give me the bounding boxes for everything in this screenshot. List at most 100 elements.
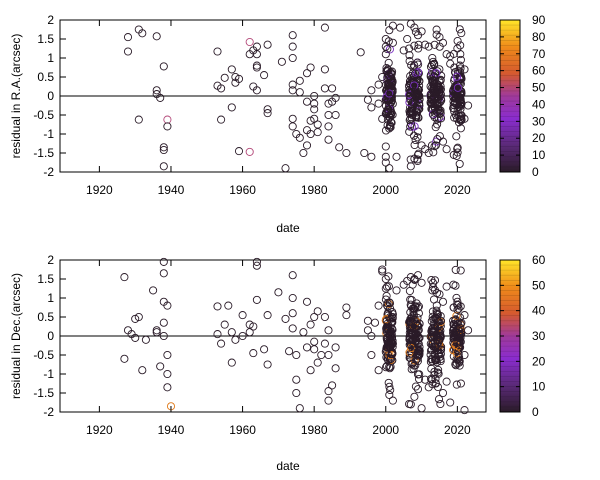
data-point [452,94,461,104]
data-point [456,319,465,328]
data-point [432,30,441,39]
data-point [220,73,229,82]
data-point [263,109,272,118]
data-point [450,82,459,91]
data-point [384,272,393,281]
ra-colorbar [500,20,520,172]
data-point [409,364,418,373]
dec-points [120,257,473,415]
data-point [460,114,469,123]
data-point [313,120,322,129]
data-point [455,25,464,34]
data-point [436,114,446,123]
colorbar-tick-label: 30 [532,114,546,128]
data-point [452,72,461,81]
ra-y-ticks: -2 -1.5 -1 -0.5 0 0.5 1 1.5 2 [33,13,486,179]
data-point [306,63,315,72]
data-point [163,383,172,392]
data-point [410,23,419,32]
data-point [227,103,236,112]
colorbar-tick-label: 0 [532,405,539,419]
data-point [453,297,462,306]
data-point [159,331,168,341]
data-point [446,398,455,407]
data-point [285,347,294,356]
data-point [320,23,329,32]
y-tick-label: 1 [47,291,54,305]
data-point [252,50,261,59]
data-point [388,21,397,30]
y-tick-label: 0 [47,329,54,343]
data-point [392,286,401,295]
data-point [460,65,469,74]
x-tick-label: 1940 [158,183,185,197]
data-point [449,150,458,159]
data-point [123,47,133,56]
data-point [408,359,417,368]
x-tick-label: 1920 [86,423,113,437]
data-point [432,301,441,310]
colorbar-tick-label: 50 [532,81,546,95]
data-point [385,364,394,373]
data-point [331,364,340,373]
data-point [407,349,416,358]
data-point [385,121,395,130]
data-point [430,276,440,285]
data-point [386,98,395,107]
data-point [163,369,172,379]
data-point [342,311,351,320]
data-point [430,40,439,49]
data-point [431,95,440,104]
data-point [450,68,460,77]
data-point [263,105,272,114]
data-point [249,349,258,358]
data-point [410,87,419,97]
data-point [324,387,333,396]
data-point [302,297,312,306]
x-tick-label: 2000 [372,423,399,437]
data-point [454,103,463,112]
data-point [331,343,340,352]
data-point [411,68,421,78]
data-point [123,33,133,42]
data-point [382,66,391,75]
data-point [413,385,423,394]
data-point [411,382,420,391]
data-point [342,148,351,158]
data-point [438,297,448,306]
x-tick-label: 1980 [301,183,328,197]
data-point [288,309,297,318]
data-point [414,374,424,384]
y-tick-label: 0 [47,89,54,103]
data-point [431,379,440,388]
data-point [260,345,269,354]
data-point [408,87,417,96]
data-point [120,273,129,282]
data-point [388,86,397,95]
data-point [367,103,376,112]
data-point [457,29,466,38]
data-point [450,107,459,116]
data-point [288,31,297,40]
data-point [385,390,394,399]
data-point [387,338,396,347]
data-point [231,335,240,344]
x-tick-label: 1940 [158,423,185,437]
data-point [456,64,465,73]
x-tick-label: 1960 [229,183,256,197]
colorbar-tick-label: 20 [532,354,546,368]
y-tick-label: 1.5 [37,272,54,286]
data-point [414,309,423,318]
data-point [428,307,437,316]
data-point [299,328,308,337]
data-point [363,95,372,104]
data-point [320,312,329,322]
data-point [331,93,340,102]
data-point [452,90,462,99]
data-point [388,110,397,119]
dec-colorbar [500,260,520,412]
data-point [227,328,236,337]
data-point [310,345,319,354]
data-point [413,350,422,359]
